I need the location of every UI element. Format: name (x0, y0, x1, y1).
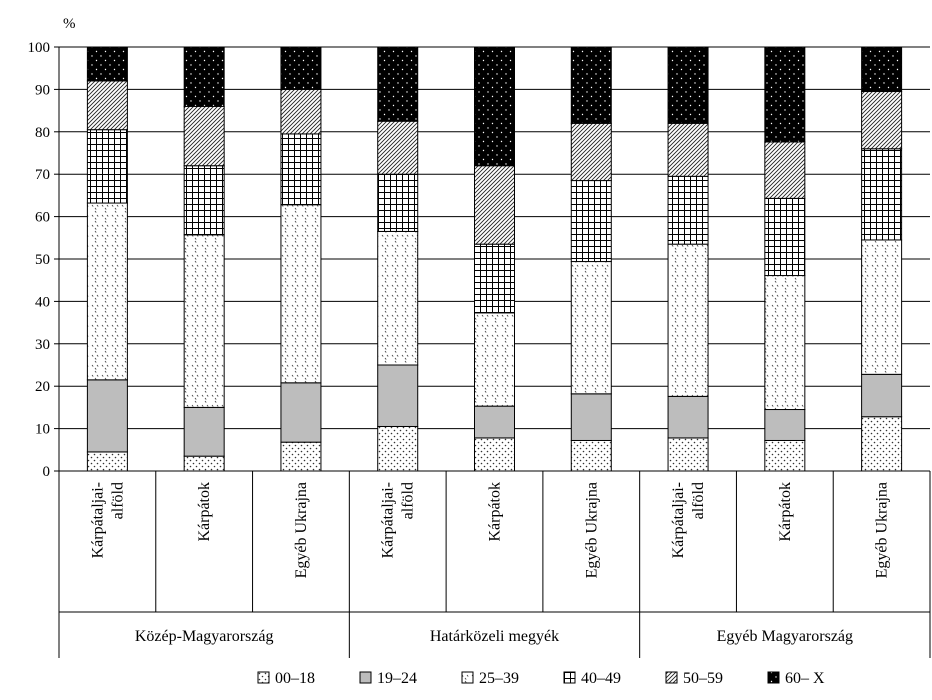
y-axis-ticks: 0 10 20 30 40 50 60 70 80 90 100 (28, 40, 59, 480)
bars (86, 46, 903, 472)
bar-segment (280, 88, 322, 135)
bar-segment (377, 425, 419, 472)
legend-label: 40–49 (581, 670, 621, 687)
x-group-label: Egyéb Magyarország (717, 628, 853, 645)
legend-label: 60– X (785, 670, 825, 687)
y-tick-label: 50 (35, 252, 50, 268)
bar-segment (474, 405, 515, 439)
bar-segment (667, 243, 709, 397)
bar-segment (86, 451, 128, 472)
bar-segment (861, 239, 903, 375)
bar-segment (764, 275, 806, 411)
y-axis-label: % (63, 16, 76, 32)
bar-segment (667, 122, 709, 177)
legend-label: 50–59 (683, 670, 723, 687)
bar-segment (764, 141, 806, 199)
legend-swatch (665, 671, 678, 684)
bar-segment (474, 243, 515, 314)
x-category-label: Kárpátaljai-alföld (670, 482, 707, 558)
bar-segment (764, 409, 806, 441)
bar-segment (570, 180, 612, 263)
y-tick-label: 30 (35, 337, 50, 353)
bar-segment (570, 439, 612, 472)
bar-segment (861, 416, 903, 472)
legend-swatch (767, 671, 780, 684)
bar-segment (474, 437, 515, 472)
legend-label: 00–18 (275, 670, 315, 687)
bar-segment (280, 382, 322, 443)
bar-segment (474, 46, 515, 167)
x-category-label: Kárpátok (487, 482, 504, 542)
bar-segment (280, 441, 322, 472)
bar-segment (570, 122, 612, 182)
bar-segment (861, 373, 903, 418)
legend: 00–18 19–24 25–39 40–49 50–59 60– X (257, 670, 825, 687)
bar-segment (377, 46, 419, 122)
bar-segment (667, 175, 709, 245)
y-tick-label: 90 (35, 82, 50, 98)
bar-segment (86, 202, 128, 381)
bar-segment (764, 197, 806, 277)
bar-segment (183, 165, 225, 236)
bar-segment (280, 204, 322, 384)
bar-segment (280, 133, 322, 206)
bar-segment (570, 261, 612, 395)
bar-segment (764, 439, 806, 472)
legend-swatch (359, 671, 372, 684)
bar-segment (183, 234, 225, 408)
y-tick-label: 20 (35, 379, 50, 395)
bar-segment (377, 120, 419, 175)
bar-segment (280, 46, 322, 90)
y-tick-label: 70 (35, 167, 50, 183)
bar-segment (86, 379, 128, 453)
bar-segment (667, 437, 709, 472)
bar-segment (570, 46, 612, 124)
x-category-label: Kárpátaljai-alföld (89, 482, 126, 558)
x-category-label: Egyéb Ukrajna (583, 482, 600, 578)
bar-segment (474, 312, 515, 407)
x-group-label: Határközeli megyék (430, 628, 559, 645)
legend-swatch (257, 671, 270, 684)
bar-segment (861, 91, 903, 150)
bar-segment (861, 148, 903, 241)
bar-segment (474, 165, 515, 245)
y-tick-label: 40 (35, 294, 50, 310)
y-tick-label: 100 (28, 40, 51, 56)
bar-segment (377, 173, 419, 232)
x-category-label: Kárpátok (196, 482, 213, 542)
y-tick-label: 0 (43, 464, 51, 480)
legend-swatch (563, 671, 576, 684)
x-category-label: Egyéb Ukrajna (293, 482, 310, 578)
bar-segment (667, 395, 709, 439)
legend-label: 19–24 (377, 670, 417, 687)
bar-segment (377, 364, 419, 427)
bar-segment (377, 230, 419, 366)
y-tick-label: 60 (35, 210, 50, 226)
bar-segment (183, 406, 225, 457)
y-tick-label: 10 (35, 422, 50, 438)
axes (58, 47, 931, 658)
bar-segment (764, 46, 806, 143)
bar-segment (570, 393, 612, 441)
x-category-label: Kárpátaljai-alföld (380, 482, 417, 558)
x-category-label: Egyéb Ukrajna (874, 482, 891, 578)
x-category-label: Kárpátok (777, 482, 794, 542)
y-tick-label: 80 (35, 125, 50, 141)
bar-segment (183, 455, 225, 472)
bar-segment (183, 105, 225, 167)
bar-segment (861, 46, 903, 93)
bar-segment (183, 46, 225, 107)
x-group-label: Közép-Magyarország (135, 628, 274, 645)
x-axis-category-labels: Kárpátaljai-alföld Kárpátok Egyéb Ukrajna K… (89, 482, 890, 645)
bar-segment (86, 80, 128, 131)
bar-segment (86, 46, 128, 82)
bar-segment (667, 46, 709, 124)
legend-label: 25–39 (479, 670, 519, 687)
bar-segment (86, 129, 128, 204)
legend-swatch (461, 671, 474, 684)
